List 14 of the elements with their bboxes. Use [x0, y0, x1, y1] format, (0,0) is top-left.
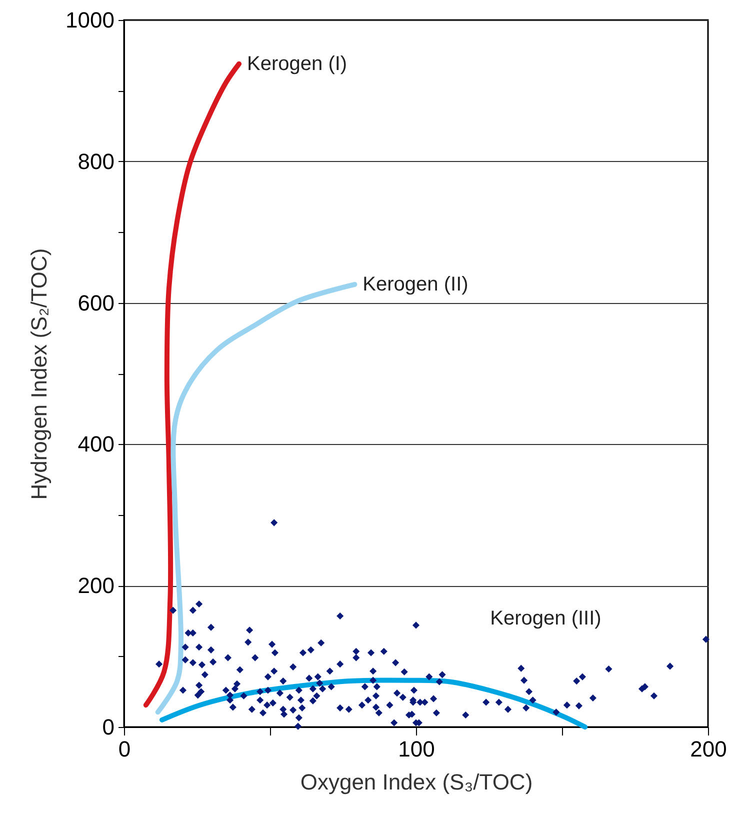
series-label: Kerogen (I) — [247, 52, 348, 75]
y-tick-label: 1000 — [66, 8, 114, 32]
x-tick-label: 0 — [118, 736, 131, 762]
x-axis-title: Oxygen Index (S₃/TOC) — [300, 770, 533, 794]
y-axis-title: Hydrogen Index (S₂/TOC) — [26, 248, 52, 500]
y-tick-label: 800 — [78, 148, 114, 174]
series-label: Kerogen (II) — [362, 273, 468, 296]
x-tick-label: 100 — [398, 736, 435, 762]
y-tick-label: 200 — [78, 573, 114, 598]
y-tick-label: 400 — [78, 432, 114, 457]
x-tick-label: 200 — [690, 736, 727, 762]
text: Kerogen (III) — [490, 607, 602, 630]
y-tick-label: 600 — [78, 290, 114, 316]
y-tick-label: 0 — [102, 714, 114, 740]
